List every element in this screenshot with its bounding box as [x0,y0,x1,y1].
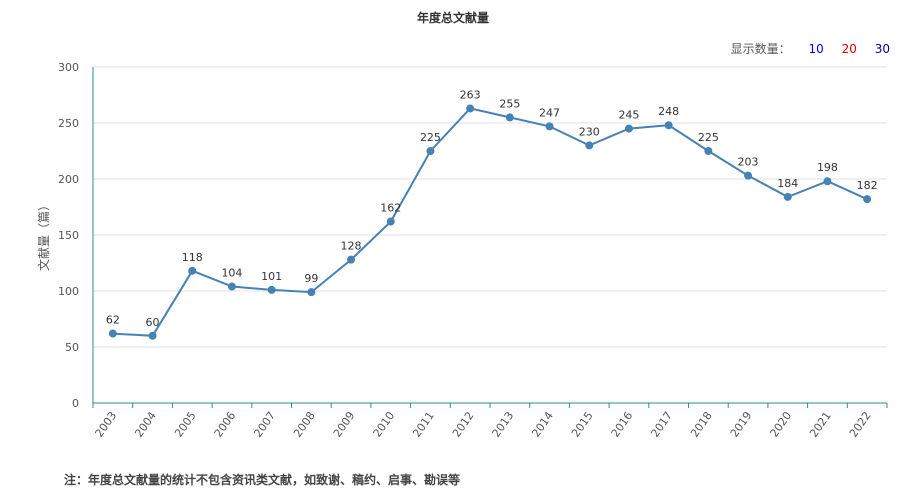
x-tick-label: 2021 [807,409,834,439]
x-tick-label: 2010 [370,409,397,439]
data-point[interactable] [426,147,435,155]
data-points [108,104,872,340]
data-point[interactable] [863,195,872,204]
data-point[interactable] [307,288,316,297]
data-point[interactable] [466,104,475,113]
data-point[interactable] [585,141,594,150]
display-count-selector: 显示数量： 10 20 30 [731,40,890,57]
x-tick-label: 2005 [172,409,199,439]
y-tick-label: 50 [65,341,79,354]
data-point[interactable] [108,329,117,338]
y-tick-label: 250 [58,117,79,130]
data-label: 225 [420,131,441,144]
data-label: 247 [539,106,560,119]
data-label: 60 [146,316,160,329]
data-point[interactable] [148,331,157,340]
x-tick-label: 2011 [410,409,437,439]
data-label: 101 [261,270,282,283]
data-label: 104 [221,267,242,280]
x-tick-label: 2016 [609,409,636,439]
x-tick-label: 2007 [251,409,278,439]
y-tick-label: 150 [58,229,79,242]
x-tick-labels: 2003 2004 2005 2006 2007 2008 2009 2010 2011 2012… [93,409,874,439]
y-tick-label: 100 [58,285,79,298]
x-tick-label: 2003 [93,409,120,439]
x-tick-label: 2015 [569,409,596,439]
data-point[interactable] [704,147,713,155]
series-path [112,107,868,337]
x-tick-label: 2006 [212,409,239,439]
data-label: 162 [380,202,401,215]
data-label: 245 [618,109,639,122]
footnote: 注：年度总文献量的统计不包含资讯类文献，如致谢、稿约、启事、勘误等 [64,473,461,487]
data-label: 263 [460,88,481,101]
data-point[interactable] [505,113,514,122]
data-label: 203 [738,156,759,169]
data-label: 225 [698,131,719,144]
y-tick-label: 200 [58,173,79,186]
data-label: 99 [304,272,318,285]
y-tick-label: 0 [72,397,79,410]
data-point[interactable] [267,285,276,294]
y-axis-label: 文献量（篇） [36,199,51,271]
data-point[interactable] [783,192,792,201]
data-point[interactable] [823,177,832,186]
axes [92,67,888,408]
x-tick-label: 2014 [529,409,556,439]
display-count-option-30[interactable]: 30 [874,42,890,56]
data-label: 198 [817,161,838,174]
x-tick-label: 2004 [132,409,159,439]
x-tick-label: 2019 [728,409,755,439]
data-point[interactable] [624,124,633,133]
x-tick-label: 2018 [688,409,715,439]
x-tick-label: 2017 [648,409,675,439]
display-count-option-20[interactable]: 20 [841,42,857,56]
data-point[interactable] [744,171,753,180]
data-point[interactable] [227,282,236,291]
data-label: 184 [777,177,798,190]
data-label: 182 [857,179,878,192]
grid-lines [93,66,887,348]
data-label: 255 [499,97,520,110]
data-point[interactable] [347,255,356,264]
data-label: 248 [658,105,679,118]
data-point[interactable] [386,217,395,226]
display-count-option-10[interactable]: 10 [808,42,824,56]
y-tick-label: 300 [58,61,79,74]
x-tick-label: 2012 [450,409,477,439]
series-line [112,107,868,337]
data-point[interactable] [188,266,197,275]
x-tick-label: 2020 [767,409,794,439]
chart-title: 年度总文献量 [416,11,489,25]
display-count-label: 显示数量： [730,42,791,56]
data-label: 230 [579,125,600,138]
data-point[interactable] [664,121,673,130]
data-label: 62 [106,314,120,327]
x-tick-label: 2008 [291,409,318,439]
data-labels: 62 60 118 104 101 99 128 162 225 263 255 247 230 245 2… [106,88,878,328]
data-label: 118 [182,251,203,264]
x-tick-label: 2009 [331,409,358,439]
y-tick-labels: 0 50 100 150 200 250 300 [58,61,79,410]
data-label: 128 [341,240,362,253]
x-tick-label: 2013 [490,409,517,439]
x-tick-label: 2022 [847,409,874,439]
data-point[interactable] [545,122,554,131]
